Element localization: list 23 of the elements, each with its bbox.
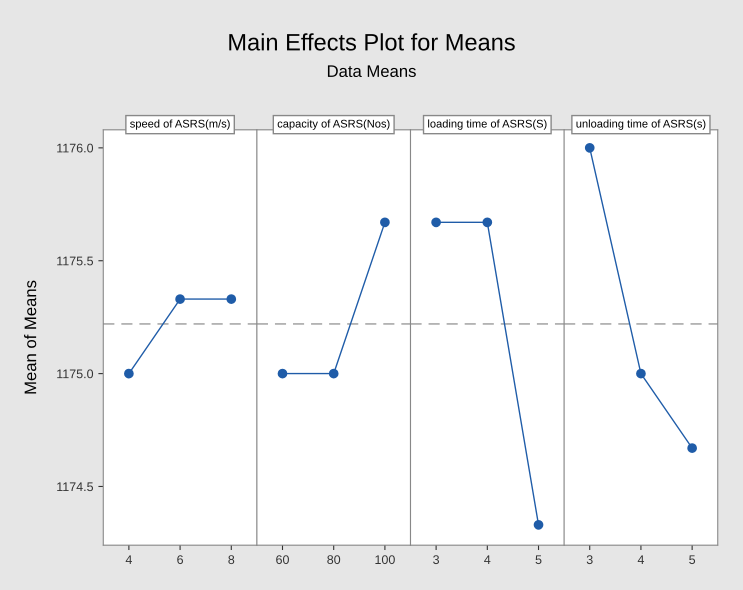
x-tick-label: 5: [536, 555, 542, 564]
chart-title: speed of ASRS(m/s): [130, 119, 230, 130]
chart-title: unloading time of ASRS(s): [576, 119, 706, 130]
x-tick-label: 80: [327, 555, 340, 564]
chart-title: loading time of ASRS(S): [428, 119, 547, 130]
x-tick-label: 60: [276, 555, 289, 564]
y-tick-label: 1175.0: [57, 369, 94, 378]
x-tick-label: 6: [177, 555, 184, 564]
text: Main Effects Plot for Means: [229, 33, 515, 51]
x-tick-label: 4: [638, 555, 644, 564]
x-tick-label: 3: [586, 555, 593, 564]
x-tick-label: 4: [484, 555, 490, 564]
x-tick-label: 4: [126, 555, 132, 564]
x-tick-label: 5: [689, 555, 696, 564]
y-tick-label: 1174.5: [57, 482, 94, 492]
y-tick-label: 1175.5: [57, 256, 94, 266]
y-tick-label: 1176.0: [57, 144, 94, 153]
x-tick-label: 100: [375, 555, 395, 564]
x-tick-label: 8: [228, 555, 234, 564]
x-tick-label: 3: [433, 555, 440, 564]
text: Data Means: [328, 65, 416, 78]
y-axis-title: Mean of Means: [24, 280, 36, 394]
chart-title: capacity of ASRS(Nos): [278, 119, 390, 130]
